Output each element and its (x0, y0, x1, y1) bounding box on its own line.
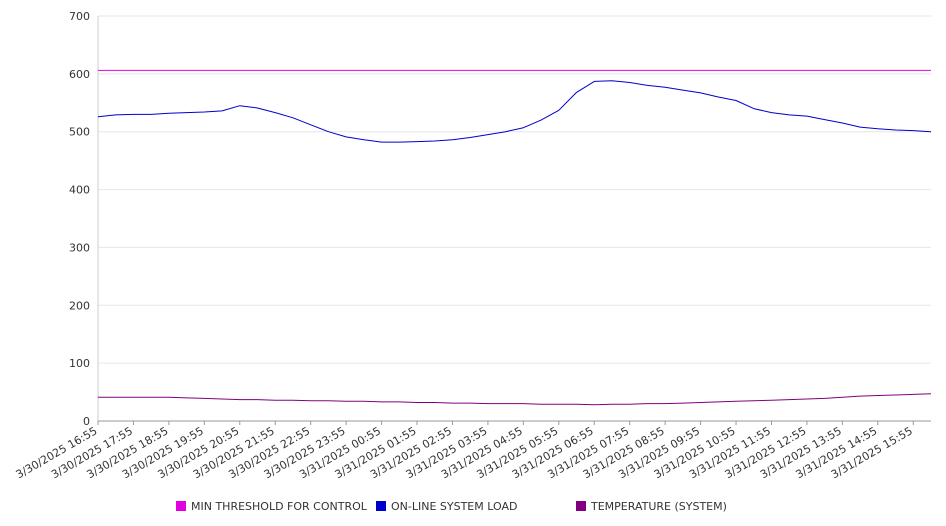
series-line-temperature-system (98, 393, 932, 406)
y-tick-label: 400 (69, 184, 90, 197)
series-line-online-system-load (97, 80, 932, 143)
y-tick-label: 700 (69, 10, 90, 23)
legend-swatch-min-threshold (176, 501, 186, 511)
legend-item-online-system-load: ON-LINE SYSTEM LOAD (376, 497, 517, 515)
axes (97, 16, 931, 425)
legend-label-min-threshold: MIN THRESHOLD FOR CONTROL (191, 499, 367, 513)
legend-label-online-system-load: ON-LINE SYSTEM LOAD (391, 499, 518, 513)
x-tick-labels: 3/30/2025 16:553/30/2025 17:553/30/2025 … (14, 424, 915, 481)
y-tick-label: 0 (83, 415, 90, 428)
legend-label-temperature-system: TEMPERATURE (SYSTEM) (591, 499, 727, 513)
legend-item-temperature-system: TEMPERATURE (SYSTEM) (576, 497, 727, 515)
series-lines (97, 69, 932, 406)
y-tick-label: 100 (69, 357, 90, 370)
grid-lines (98, 15, 931, 364)
y-tick-label: 500 (69, 126, 90, 139)
y-tick-labels: 0 100 200 300 400 500 600 700 (69, 10, 90, 428)
legend: MIN THRESHOLD FOR CONTROL ON-LINE SYSTEM… (0, 497, 946, 515)
y-tick-label: 600 (69, 68, 90, 81)
y-tick-label: 300 (69, 241, 90, 254)
legend-swatch-online-system-load (376, 501, 386, 511)
legend-swatch-temperature-system (576, 501, 586, 511)
legend-item-min-threshold: MIN THRESHOLD FOR CONTROL (176, 497, 367, 515)
y-tick-label: 200 (69, 299, 90, 312)
